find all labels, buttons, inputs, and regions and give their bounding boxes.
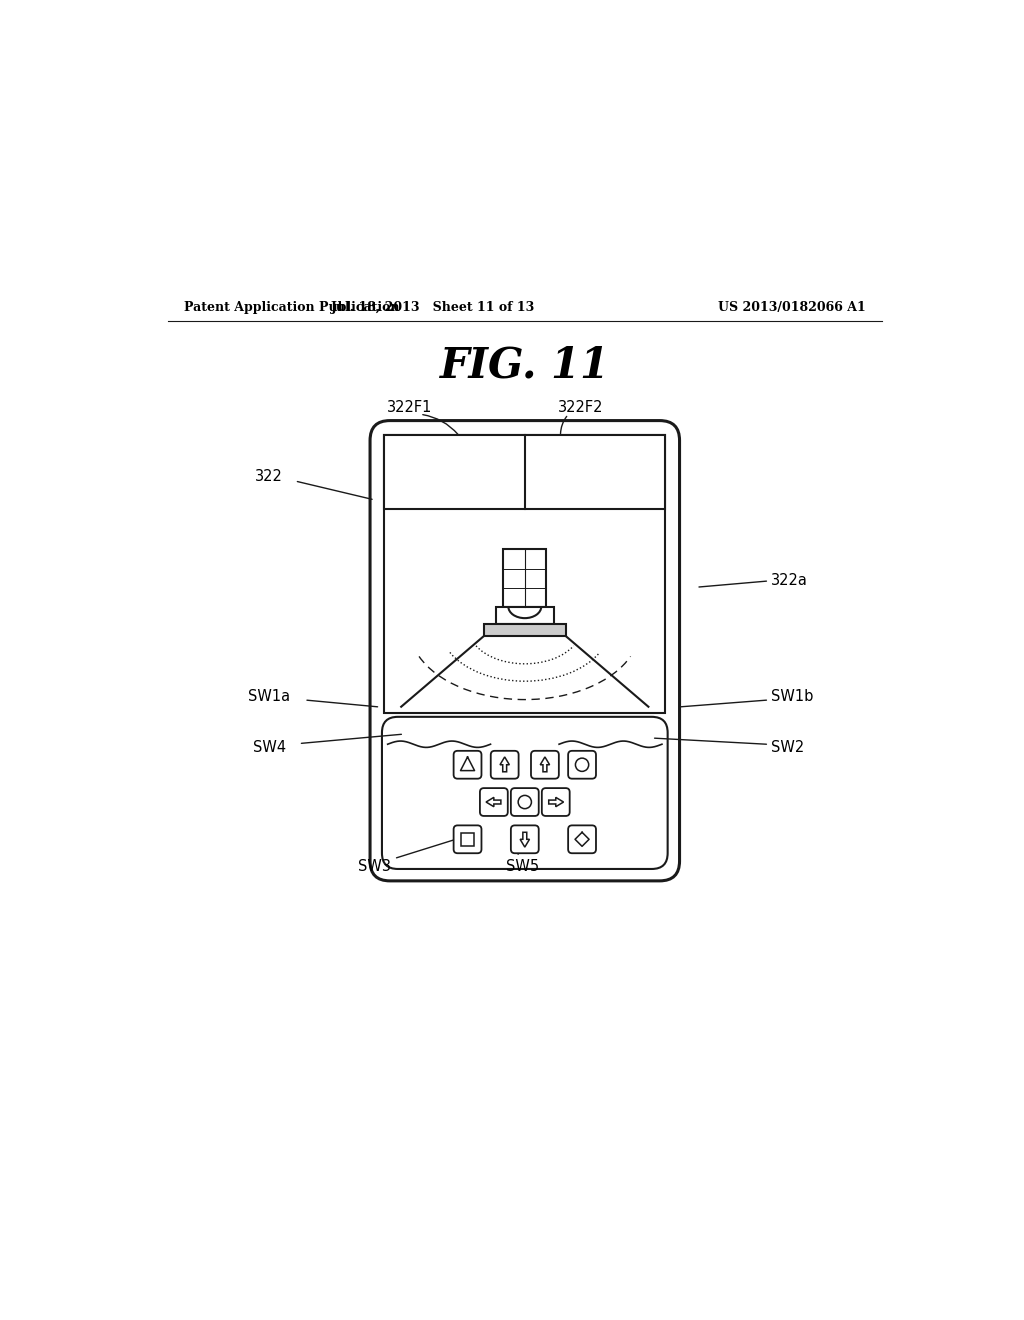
- Text: Jul. 18, 2013   Sheet 11 of 13: Jul. 18, 2013 Sheet 11 of 13: [332, 301, 536, 314]
- Text: 322F1: 322F1: [387, 400, 432, 416]
- FancyBboxPatch shape: [511, 788, 539, 816]
- FancyBboxPatch shape: [511, 825, 539, 853]
- Text: 322a: 322a: [771, 573, 808, 589]
- Text: SW1b: SW1b: [771, 689, 813, 705]
- FancyBboxPatch shape: [480, 788, 508, 816]
- FancyBboxPatch shape: [531, 751, 559, 779]
- FancyBboxPatch shape: [490, 751, 518, 779]
- FancyBboxPatch shape: [454, 825, 481, 853]
- Bar: [461, 833, 474, 846]
- Text: US 2013/0182066 A1: US 2013/0182066 A1: [718, 301, 866, 314]
- FancyBboxPatch shape: [542, 788, 569, 816]
- Text: SW4: SW4: [253, 741, 286, 755]
- Bar: [483, 624, 566, 636]
- Text: SW2: SW2: [771, 741, 804, 755]
- FancyBboxPatch shape: [454, 751, 481, 779]
- FancyBboxPatch shape: [568, 825, 596, 853]
- Text: Patent Application Publication: Patent Application Publication: [183, 301, 399, 314]
- Bar: [384, 434, 666, 508]
- FancyBboxPatch shape: [382, 717, 668, 869]
- Text: 322: 322: [255, 469, 284, 483]
- Text: SW5: SW5: [506, 859, 539, 874]
- FancyBboxPatch shape: [370, 421, 680, 880]
- Text: FIG. 11: FIG. 11: [439, 345, 610, 385]
- Text: SW3: SW3: [357, 859, 390, 874]
- Text: SW1a: SW1a: [248, 689, 291, 705]
- Bar: [503, 549, 547, 607]
- Text: 322F2: 322F2: [558, 400, 603, 416]
- Bar: [384, 434, 666, 713]
- FancyBboxPatch shape: [568, 751, 596, 779]
- Bar: [496, 607, 554, 624]
